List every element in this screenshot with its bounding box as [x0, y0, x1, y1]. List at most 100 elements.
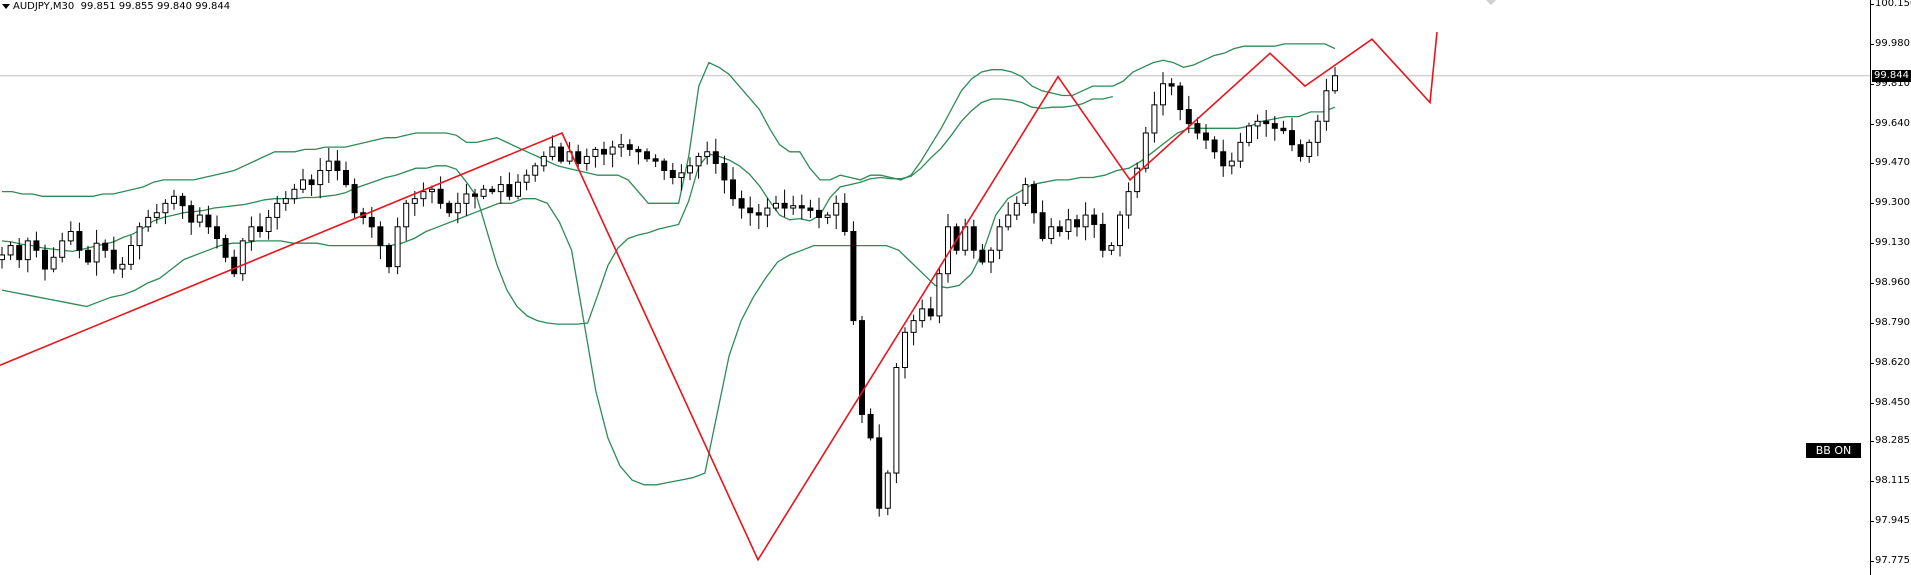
- candle: [411, 190, 418, 216]
- price-chart[interactable]: AUDJPY,M30 99.851 99.855 99.840 99.844 B…: [0, 0, 1870, 575]
- price-axis[interactable]: 100.150 99.980 99.810 99.640 99.470 99.300 99.…: [1870, 0, 1911, 575]
- price-tick-mark: [1871, 402, 1874, 404]
- candle: [635, 146, 642, 165]
- candle: [291, 183, 298, 204]
- price-tick-label: 99.300: [1875, 197, 1910, 209]
- candle: [601, 141, 607, 166]
- price-tick-label: 98.115: [1875, 475, 1910, 487]
- price-tick-label: 100.150: [1875, 0, 1911, 9]
- price-tick-label: 99.810: [1875, 77, 1910, 89]
- candle: [798, 194, 805, 220]
- candle: [893, 363, 900, 484]
- candle: [274, 195, 281, 230]
- candle: [1271, 115, 1278, 141]
- candle: [1039, 200, 1046, 242]
- candle: [816, 197, 822, 229]
- candle: [1013, 196, 1020, 221]
- candle: [1091, 208, 1098, 238]
- candle: [1056, 220, 1063, 237]
- candle: [1022, 177, 1029, 207]
- candle: [1099, 212, 1106, 258]
- candle: [583, 148, 590, 171]
- candle: [119, 257, 126, 278]
- candle: [394, 217, 401, 275]
- price-tick-label: 99.640: [1875, 117, 1910, 129]
- candle: [343, 161, 349, 188]
- price-tick-label: 99.470: [1875, 157, 1910, 169]
- candle: [927, 296, 934, 321]
- candle: [661, 158, 668, 180]
- bb-toggle-button[interactable]: BB ON: [1806, 443, 1861, 458]
- candle: [497, 175, 504, 204]
- candle: [205, 205, 212, 234]
- candle: [1151, 91, 1158, 143]
- candle: [1177, 82, 1184, 121]
- candle: [282, 191, 289, 211]
- candle: [386, 243, 392, 274]
- candle: [102, 239, 109, 258]
- bb-upper-band: [2, 43, 1336, 204]
- chart-canvas[interactable]: [0, 0, 1870, 575]
- candle: [420, 182, 427, 207]
- current-price-label: 99.844: [1872, 69, 1911, 82]
- candle: [575, 144, 582, 168]
- price-tick-label: 99.130: [1875, 237, 1910, 249]
- price-tick-label: 98.285: [1875, 435, 1910, 447]
- candle: [1108, 242, 1115, 256]
- zigzag-line: [0, 32, 1438, 562]
- candle: [257, 213, 263, 238]
- chart-header: AUDJPY,M30 99.851 99.855 99.840 99.844: [2, 1, 230, 12]
- candle: [626, 139, 633, 156]
- candle: [876, 424, 883, 517]
- candle: [652, 154, 659, 168]
- candle: [945, 213, 951, 283]
- candle: [1323, 78, 1330, 131]
- candle: [1332, 67, 1338, 94]
- candle: [67, 221, 74, 246]
- price-tick-mark: [1871, 163, 1874, 165]
- candle: [1246, 122, 1252, 147]
- candle: [317, 158, 324, 199]
- candle: [334, 150, 341, 181]
- candle: [1220, 139, 1227, 177]
- candle: [248, 216, 255, 251]
- candle: [506, 172, 513, 201]
- candle: [1211, 136, 1218, 159]
- candle: [790, 195, 797, 215]
- candle: [644, 148, 650, 162]
- candle: [730, 167, 736, 206]
- price-tick-mark: [1871, 322, 1874, 324]
- candle: [1048, 218, 1055, 245]
- price-tick-label: 98.790: [1875, 316, 1910, 328]
- candle: [222, 234, 229, 263]
- price-tick-mark: [1871, 481, 1874, 483]
- candle: [76, 222, 83, 259]
- candle: [540, 151, 547, 172]
- candle: [515, 174, 521, 200]
- price-tick-mark: [1871, 4, 1874, 5]
- price-tick-mark: [1871, 283, 1874, 285]
- candle: [902, 327, 908, 379]
- price-tick-label: 97.775: [1875, 555, 1910, 566]
- candle: [936, 267, 943, 324]
- price-tick-label: 98.450: [1875, 396, 1910, 408]
- candle: [1297, 139, 1304, 162]
- candle: [618, 133, 625, 157]
- candle: [712, 138, 719, 174]
- price-tick-mark: [1871, 123, 1874, 125]
- candle: [472, 188, 478, 209]
- candle: [42, 244, 48, 281]
- price-tick-mark: [1871, 203, 1874, 205]
- candle: [532, 162, 539, 182]
- candle: [1005, 202, 1012, 231]
- candle: [0, 246, 5, 269]
- candle: [162, 199, 169, 225]
- candle: [33, 231, 40, 258]
- candle: [196, 207, 203, 228]
- candle: [695, 152, 702, 179]
- price-tick-mark: [1871, 362, 1874, 364]
- candle: [1074, 214, 1080, 237]
- candle: [145, 209, 152, 232]
- candle: [128, 235, 134, 270]
- dropdown-triangle-icon[interactable]: [2, 3, 10, 9]
